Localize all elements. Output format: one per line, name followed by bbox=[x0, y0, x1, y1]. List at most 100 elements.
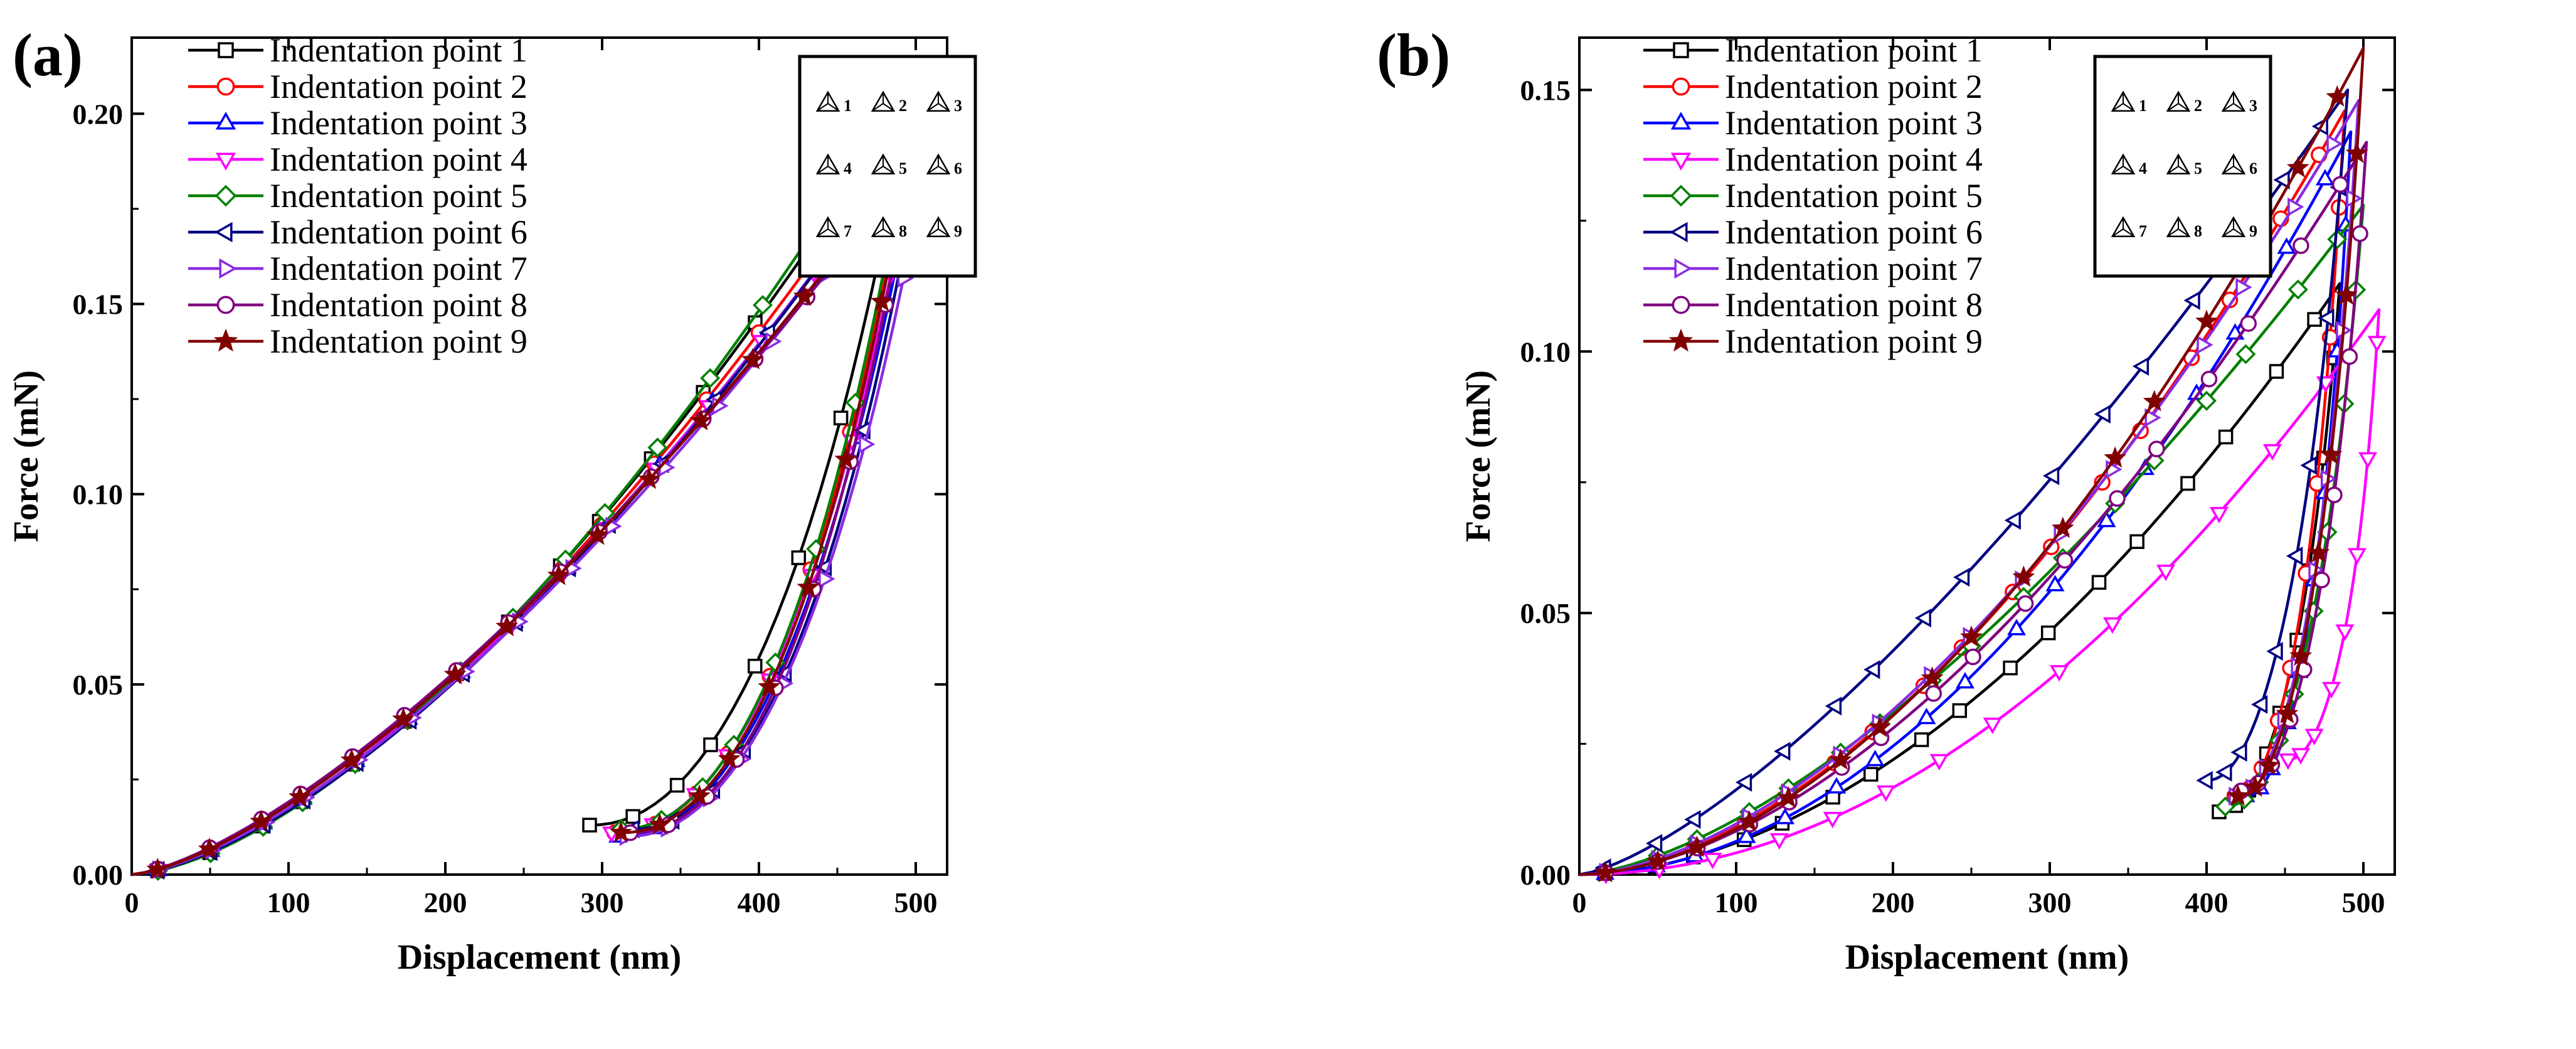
legend-item: Indentation point 4 bbox=[1643, 141, 1983, 178]
indent-triangle-icon bbox=[2111, 153, 2136, 174]
data-point bbox=[2326, 85, 2349, 107]
data-point bbox=[2097, 511, 2116, 528]
data-point bbox=[2104, 446, 2127, 468]
data-point bbox=[638, 467, 660, 489]
panel-label: (b) bbox=[1377, 21, 1450, 88]
indent-edge-lines bbox=[2167, 218, 2190, 237]
data-point bbox=[791, 550, 807, 565]
legend-marker bbox=[218, 42, 234, 58]
data-point bbox=[2156, 565, 2176, 582]
y-tick-label: 0.00 bbox=[1520, 859, 1571, 891]
data-point bbox=[1925, 685, 1942, 702]
legend-item: Indentation point 6 bbox=[1643, 213, 1983, 251]
data-point bbox=[1737, 810, 1761, 832]
data-point bbox=[2341, 348, 2358, 365]
indent-triangle-icon bbox=[2221, 216, 2246, 237]
data-point bbox=[1865, 749, 1885, 767]
legend-item: Indentation point 5 bbox=[1643, 177, 1983, 215]
data-point bbox=[2042, 466, 2060, 486]
y-tick-label: 0.20 bbox=[73, 98, 124, 130]
data-point bbox=[2215, 762, 2232, 782]
data-point bbox=[2045, 575, 2065, 592]
indent-triangle-icon bbox=[2166, 153, 2191, 174]
data-point bbox=[748, 659, 763, 674]
x-axis-title: Displacement (nm) bbox=[398, 938, 682, 977]
data-point bbox=[2262, 444, 2282, 461]
y-tick-label: 0.10 bbox=[1520, 336, 1571, 368]
inset-frame bbox=[2093, 55, 2272, 278]
indent-triangle-icon bbox=[815, 153, 840, 174]
inset-point-number: 4 bbox=[844, 159, 852, 178]
series-line bbox=[1579, 46, 2365, 876]
inset-point-number: 6 bbox=[954, 159, 962, 178]
x-tick-label: 300 bbox=[581, 887, 624, 919]
indent-edge-lines bbox=[2112, 218, 2134, 237]
data-point bbox=[2040, 626, 2056, 641]
indent-triangle-icon bbox=[2111, 216, 2136, 237]
data-point bbox=[2143, 390, 2166, 412]
data-point bbox=[2196, 770, 2213, 790]
x-tick-label: 100 bbox=[267, 887, 310, 919]
data-point bbox=[703, 737, 718, 752]
indent-triangle-icon bbox=[2111, 90, 2136, 112]
indent-edge-lines bbox=[2167, 155, 2190, 174]
data-point bbox=[1685, 835, 1709, 857]
inset-point-number: 8 bbox=[899, 222, 907, 240]
legend-marker bbox=[1670, 221, 1688, 243]
data-point bbox=[1774, 742, 1791, 761]
data-point bbox=[1684, 810, 1701, 829]
legend-item: Indentation point 3 bbox=[188, 104, 527, 142]
data-point bbox=[2307, 541, 2330, 563]
data-point bbox=[2335, 283, 2358, 305]
series-4 bbox=[1579, 308, 2387, 885]
data-point bbox=[2276, 701, 2299, 724]
data-point bbox=[2129, 534, 2144, 549]
data-point bbox=[2183, 290, 2200, 310]
legend-label: Indentation point 8 bbox=[1725, 286, 1983, 324]
data-point bbox=[1983, 717, 2002, 735]
data-point bbox=[1955, 672, 1975, 689]
inset-point-number: 4 bbox=[2139, 159, 2147, 178]
data-point bbox=[2304, 728, 2324, 745]
data-point bbox=[2322, 681, 2341, 699]
data-point bbox=[2307, 312, 2322, 327]
data-point bbox=[496, 615, 519, 637]
indent-edge-lines bbox=[872, 155, 894, 174]
data-point bbox=[669, 777, 685, 793]
data-point bbox=[1953, 568, 1970, 587]
data-point bbox=[2277, 237, 2296, 254]
data-point bbox=[610, 821, 632, 843]
data-point bbox=[2358, 452, 2378, 469]
indent-triangle-icon bbox=[2166, 90, 2191, 112]
indent-triangle-icon bbox=[871, 90, 896, 112]
legend-item: Indentation point 7 bbox=[188, 250, 527, 287]
data-point bbox=[2269, 364, 2284, 379]
y-tick-label: 0.10 bbox=[73, 479, 124, 511]
data-point bbox=[2318, 309, 2335, 328]
legend-label: Indentation point 5 bbox=[270, 177, 527, 215]
data-point bbox=[2109, 490, 2126, 507]
legend-marker bbox=[1674, 258, 1692, 279]
y-tick-label: 0.15 bbox=[1520, 74, 1571, 106]
data-point bbox=[2315, 169, 2335, 186]
data-point bbox=[2017, 595, 2034, 612]
data-point bbox=[833, 410, 849, 426]
data-point bbox=[1863, 660, 1880, 679]
y-tick-label: 0.15 bbox=[73, 288, 124, 320]
data-point bbox=[2200, 370, 2218, 388]
legend-marker bbox=[1673, 42, 1689, 58]
data-point bbox=[2006, 619, 2027, 636]
x-tick-label: 100 bbox=[1715, 887, 1758, 919]
data-point bbox=[547, 563, 570, 585]
data-point bbox=[2004, 511, 2021, 530]
indent-layout-inset: 1 2 3 4 5 6 7 8 9 bbox=[2093, 55, 2272, 278]
data-point bbox=[2197, 335, 2213, 354]
inset-point-number: 1 bbox=[844, 97, 852, 115]
data-point bbox=[2218, 429, 2234, 445]
data-point bbox=[289, 785, 312, 807]
data-point bbox=[2003, 660, 2018, 676]
legend-label: Indentation point 9 bbox=[1725, 322, 1983, 360]
data-point bbox=[1914, 732, 1929, 747]
legend-marker bbox=[215, 152, 236, 171]
inset-point-number: 3 bbox=[2249, 97, 2257, 115]
